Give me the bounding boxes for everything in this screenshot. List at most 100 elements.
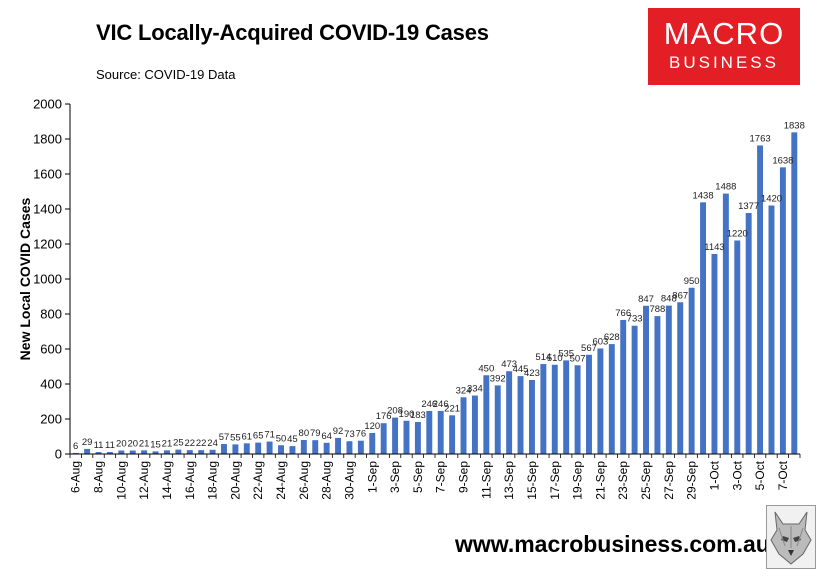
bar bbox=[221, 444, 227, 454]
bar bbox=[779, 167, 786, 454]
bar bbox=[414, 421, 421, 454]
x-tick-label: 12-Aug bbox=[137, 461, 151, 500]
data-label: 208 bbox=[387, 406, 403, 417]
data-label: 1488 bbox=[715, 182, 736, 193]
data-label: 246 bbox=[433, 399, 449, 410]
bar bbox=[300, 440, 307, 454]
bar bbox=[711, 253, 718, 454]
bar bbox=[323, 442, 330, 454]
bar bbox=[129, 450, 136, 454]
data-label: 57 bbox=[219, 432, 230, 443]
x-tick-label: 7-Oct bbox=[776, 460, 790, 490]
y-tick-label: 1800 bbox=[33, 132, 62, 147]
logo-line-1: MACRO bbox=[663, 16, 785, 51]
bar bbox=[163, 450, 170, 454]
bar bbox=[654, 316, 661, 454]
data-label: 6 bbox=[73, 441, 78, 452]
data-label: 867 bbox=[672, 290, 688, 301]
x-tick-label: 20-Aug bbox=[228, 461, 242, 500]
y-tick-label: 1200 bbox=[33, 237, 62, 252]
x-tick-label: 3-Oct bbox=[730, 460, 744, 490]
data-label: 80 bbox=[299, 428, 310, 439]
data-label: 847 bbox=[638, 294, 654, 305]
data-label: 1438 bbox=[692, 190, 713, 201]
x-tick-label: 21-Sep bbox=[593, 461, 607, 500]
bar bbox=[289, 446, 296, 454]
data-label: 950 bbox=[684, 276, 700, 287]
data-label: 65 bbox=[253, 431, 264, 442]
bar bbox=[551, 364, 558, 454]
x-tick-label: 10-Aug bbox=[114, 461, 128, 500]
data-label: 71 bbox=[264, 430, 275, 441]
data-label: 324 bbox=[456, 385, 472, 396]
x-tick-label: 22-Aug bbox=[251, 461, 265, 500]
bar bbox=[540, 364, 547, 454]
bar bbox=[574, 365, 581, 454]
data-label: 79 bbox=[310, 428, 321, 439]
bar bbox=[483, 375, 490, 454]
data-label: 788 bbox=[649, 304, 665, 315]
data-label: 76 bbox=[356, 429, 367, 440]
wolf-icon bbox=[770, 511, 812, 565]
data-label: 1763 bbox=[750, 133, 771, 144]
y-axis-label: New Local COVID Cases bbox=[17, 197, 33, 360]
x-tick-label: 17-Sep bbox=[548, 461, 562, 500]
data-label: 392 bbox=[490, 373, 506, 384]
bar bbox=[437, 410, 444, 454]
x-tick-label: 11-Sep bbox=[479, 461, 493, 499]
bar bbox=[460, 397, 467, 454]
y-tick-label: 600 bbox=[40, 342, 62, 357]
bar bbox=[335, 437, 342, 454]
x-tick-label: 3-Sep bbox=[388, 461, 402, 493]
bar bbox=[620, 319, 627, 454]
bar bbox=[72, 452, 79, 454]
bar bbox=[106, 452, 113, 454]
data-label: 733 bbox=[627, 314, 643, 325]
bar bbox=[586, 354, 592, 454]
data-label: 73 bbox=[344, 429, 355, 440]
bar bbox=[563, 360, 570, 454]
x-tick-label: 14-Aug bbox=[160, 461, 174, 500]
data-label: 22 bbox=[184, 438, 195, 449]
data-label: 1220 bbox=[727, 229, 748, 240]
chart-title: VIC Locally-Acquired COVID-19 Cases bbox=[96, 20, 489, 45]
data-label: 1377 bbox=[738, 201, 759, 212]
bar bbox=[243, 443, 250, 454]
data-label: 473 bbox=[501, 359, 517, 370]
data-label: 510 bbox=[547, 353, 563, 364]
macrobusiness-logo: MACRO BUSINESS bbox=[648, 8, 800, 85]
bar bbox=[232, 444, 239, 454]
bar bbox=[677, 302, 684, 454]
bar bbox=[665, 305, 672, 454]
bar bbox=[152, 451, 159, 454]
bar bbox=[118, 450, 125, 454]
data-label: 29 bbox=[82, 437, 93, 448]
bar bbox=[255, 442, 262, 454]
wolf-logo bbox=[766, 505, 816, 569]
data-label: 848 bbox=[661, 294, 677, 305]
data-label: 61 bbox=[242, 431, 253, 442]
bar bbox=[266, 441, 273, 454]
x-tick-label: 13-Sep bbox=[502, 461, 516, 500]
data-label: 15 bbox=[150, 439, 161, 450]
data-label: 183 bbox=[410, 410, 426, 421]
bar bbox=[528, 379, 535, 454]
bar bbox=[517, 376, 524, 454]
bar bbox=[506, 371, 513, 454]
bar bbox=[426, 410, 433, 454]
data-label: 21 bbox=[162, 438, 173, 449]
x-tick-label: 16-Aug bbox=[183, 461, 197, 500]
bar bbox=[631, 325, 638, 454]
data-label: 120 bbox=[364, 421, 380, 432]
bar bbox=[141, 450, 148, 454]
bar bbox=[346, 441, 353, 454]
bar bbox=[403, 420, 410, 454]
bar bbox=[186, 450, 193, 454]
data-label: 567 bbox=[581, 343, 597, 354]
y-tick-label: 2000 bbox=[33, 97, 62, 112]
bar bbox=[745, 213, 752, 454]
bar bbox=[768, 205, 775, 454]
bar bbox=[608, 344, 615, 454]
